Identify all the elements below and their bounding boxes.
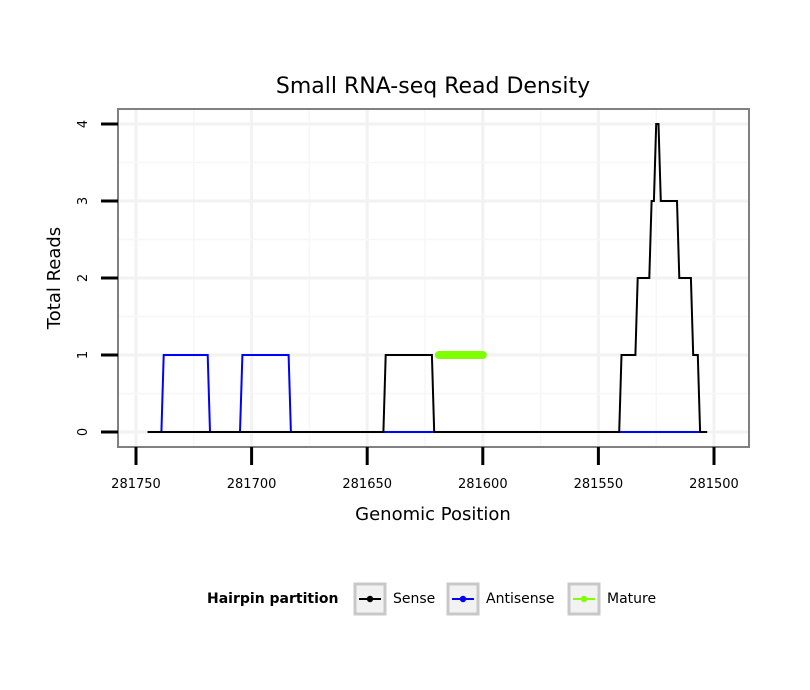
x-tick-label: 281750 — [111, 477, 161, 492]
legend: Hairpin partition Sense Antisense Mature — [207, 582, 656, 616]
series-layer — [147, 123, 708, 433]
legend-label: Antisense — [486, 591, 555, 607]
x-tick-label: 281650 — [342, 477, 392, 492]
legend-entry-antisense: Antisense — [446, 582, 555, 616]
y-tick-label: 4 — [76, 120, 91, 128]
legend-entry-mature: Mature — [567, 582, 656, 616]
y-tick-label: 1 — [76, 351, 91, 359]
y-tick-label: 2 — [76, 274, 91, 282]
y-axis: 0 1 2 3 4 — [76, 120, 118, 436]
x-axis: 281750 281700 281650 281600 281550 281500 — [111, 447, 739, 492]
legend-entry-sense: Sense — [353, 582, 435, 616]
x-tick-label: 281600 — [458, 477, 508, 492]
y-tick-label: 0 — [76, 428, 91, 436]
x-tick-label: 281550 — [574, 477, 624, 492]
x-tick-label: 281700 — [227, 477, 277, 492]
legend-title: Hairpin partition — [207, 591, 338, 607]
legend-key-dot — [366, 595, 374, 603]
y-axis-title: Total Reads — [44, 227, 65, 330]
legend-label: Sense — [393, 591, 435, 607]
y-tick-label: 3 — [76, 197, 91, 205]
legend-label: Mature — [607, 591, 656, 607]
legend-key-dot — [580, 595, 588, 603]
series-line-sense — [147, 123, 708, 433]
x-axis-title: Genomic Position — [355, 504, 511, 525]
x-tick-label: 281500 — [689, 477, 739, 492]
legend-key-dot — [459, 595, 467, 603]
chart-title: Small RNA-seq Read Density — [276, 74, 590, 99]
